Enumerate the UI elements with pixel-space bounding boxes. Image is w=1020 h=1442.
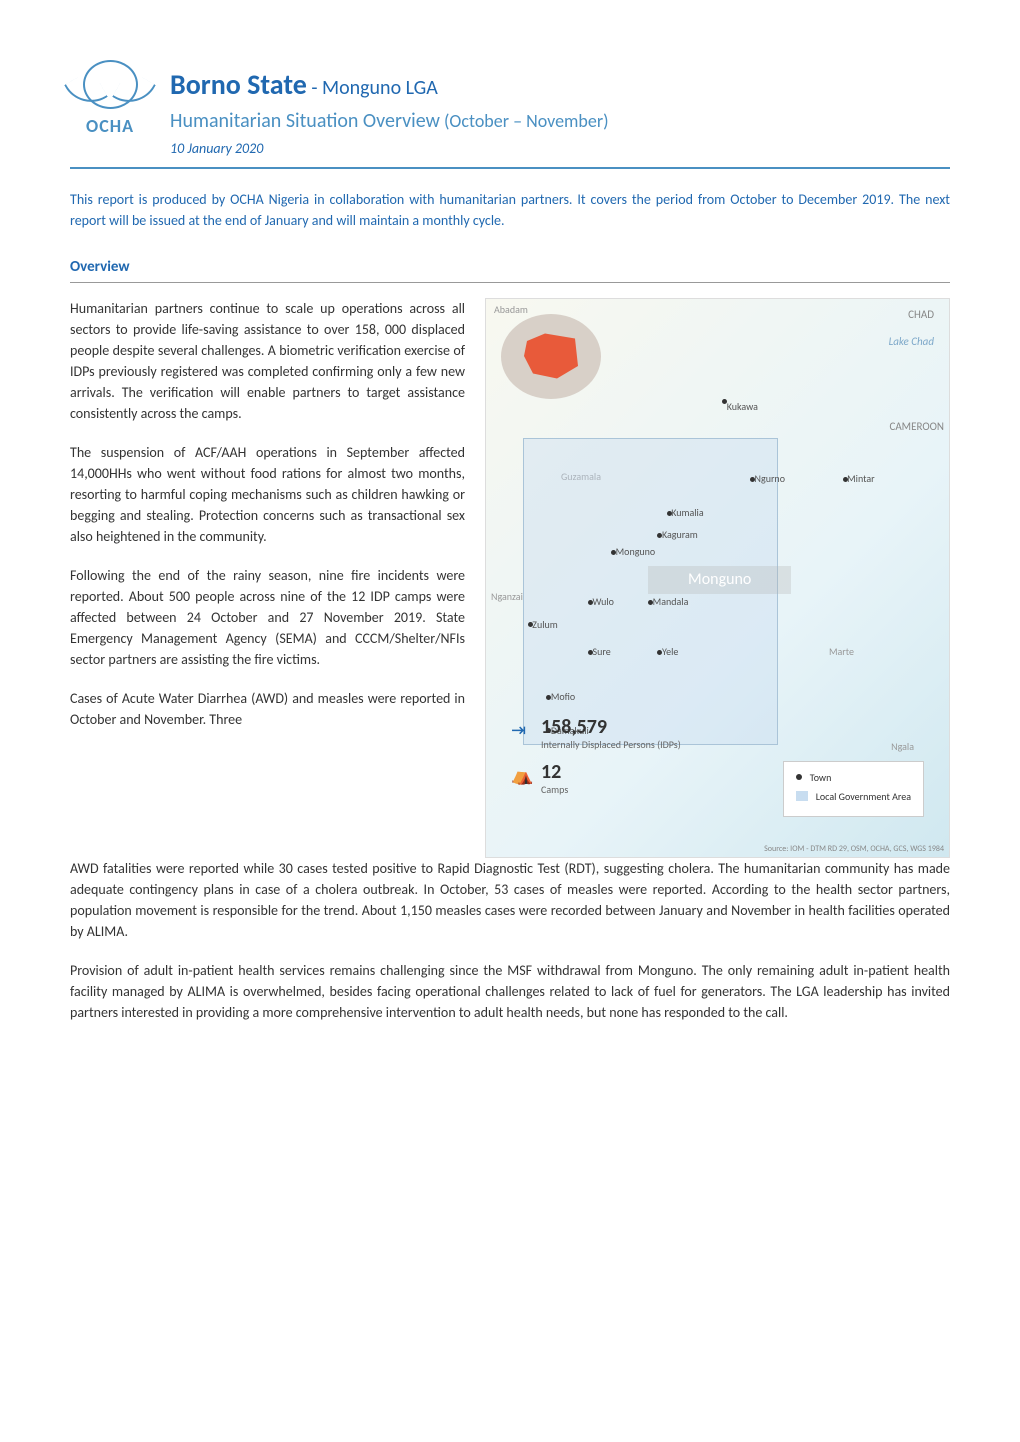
map-town-mofio: Mofio bbox=[551, 689, 575, 704]
map-country-chad: CHAD bbox=[908, 307, 934, 324]
legend-town: Town bbox=[796, 770, 911, 785]
stat-idp-text: 158,579 Internally Displaced Persons (ID… bbox=[541, 717, 681, 752]
map-region-abadam: Abadam bbox=[494, 302, 528, 317]
title-lga: - Monguno LGA bbox=[307, 76, 438, 100]
map-figure: Abadam CHAD Lake Chad CAMEROON Guzamala … bbox=[485, 298, 950, 858]
legend-town-label: Town bbox=[810, 770, 832, 785]
header-titles: Borno State - Monguno LGA Humanitarian S… bbox=[170, 60, 950, 159]
stat-camps-text: 12 Camps bbox=[541, 762, 568, 797]
map-town-mandala: Mandala bbox=[653, 594, 689, 609]
map-region-nganzai: Nganzai bbox=[491, 589, 523, 604]
title-state: Borno State bbox=[170, 67, 307, 102]
map-country-cameroon: CAMEROON bbox=[889, 419, 944, 436]
tent-icon: ⛺ bbox=[511, 762, 531, 782]
paragraph-6: Provision of adult in-patient health ser… bbox=[70, 960, 950, 1023]
map-inset-nigeria bbox=[521, 331, 581, 381]
map-town-monguno: Monguno bbox=[616, 544, 656, 559]
map-town-sure: Sure bbox=[592, 644, 610, 659]
paragraph-2: The suspension of ACF/AAH operations in … bbox=[70, 442, 465, 547]
stat-camps: ⛺ 12 Camps bbox=[511, 762, 681, 797]
map-statistics: ⇥ 158,579 Internally Displaced Persons (… bbox=[511, 717, 681, 807]
legend-square-icon bbox=[796, 791, 808, 801]
logo-emblem bbox=[83, 60, 138, 109]
map-source-text: Source: IOM - DTM RD 29, OSM, OCHA, GCS,… bbox=[764, 843, 944, 855]
camps-label: Camps bbox=[541, 782, 568, 797]
text-column-left: Humanitarian partners continue to scale … bbox=[70, 298, 465, 730]
full-width-paragraphs: AWD fatalities were reported while 30 ca… bbox=[70, 858, 950, 1023]
map-town-kaguram: Kaguram bbox=[662, 527, 698, 542]
logo-leaves bbox=[75, 77, 145, 112]
idp-number: 158,579 bbox=[541, 717, 681, 737]
content-two-column: Humanitarian partners continue to scale … bbox=[70, 298, 950, 858]
main-title: Borno State - Monguno LGA bbox=[170, 64, 950, 106]
legend-lga: Local Government Area bbox=[796, 789, 911, 804]
legend-lga-label: Local Government Area bbox=[816, 789, 911, 804]
map-town-wulo: Wulo bbox=[592, 594, 613, 609]
idp-label: Internally Displaced Persons (IDPs) bbox=[541, 737, 681, 752]
period: (October – November) bbox=[440, 110, 609, 132]
camps-number: 12 bbox=[541, 762, 568, 782]
subtitle-row: Humanitarian Situation Overview (October… bbox=[170, 106, 950, 136]
map-town-kukawa: Kukawa bbox=[727, 399, 758, 414]
overview-section-header: Overview bbox=[70, 256, 950, 283]
paragraph-4: Cases of Acute Water Diarrhea (AWD) and … bbox=[70, 688, 465, 730]
ocha-logo: OCHA bbox=[70, 60, 150, 140]
paragraph-1: Humanitarian partners continue to scale … bbox=[70, 298, 465, 424]
map-region-marte: Marte bbox=[829, 644, 854, 659]
stat-idp: ⇥ 158,579 Internally Displaced Persons (… bbox=[511, 717, 681, 752]
paragraph-3: Following the end of the rainy season, n… bbox=[70, 565, 465, 670]
map-town-mintar: Mintar bbox=[847, 471, 875, 486]
map-legend: Town Local Government Area bbox=[783, 761, 924, 817]
person-arrow-icon: ⇥ bbox=[511, 717, 531, 737]
report-note: This report is produced by OCHA Nigeria … bbox=[70, 189, 950, 231]
map-center-monguno: Monguno bbox=[648, 566, 791, 594]
map-town-zulum: Zulum bbox=[532, 617, 557, 632]
report-date: 10 January 2020 bbox=[170, 138, 950, 159]
map-town-yele: Yele bbox=[662, 644, 678, 659]
subtitle: Humanitarian Situation Overview bbox=[170, 109, 440, 133]
map-region-ngala: Ngala bbox=[891, 739, 914, 754]
paragraph-5: AWD fatalities were reported while 30 ca… bbox=[70, 858, 950, 942]
map-inset-globe bbox=[501, 314, 601, 399]
map-town-ngurno: Ngurno bbox=[755, 471, 785, 486]
logo-text: OCHA bbox=[86, 113, 134, 140]
legend-dot-icon bbox=[796, 774, 802, 780]
map-town-kumalia: Kumalia bbox=[671, 505, 703, 520]
map-lake-chad: Lake Chad bbox=[889, 334, 934, 351]
document-header: OCHA Borno State - Monguno LGA Humanitar… bbox=[70, 60, 950, 169]
